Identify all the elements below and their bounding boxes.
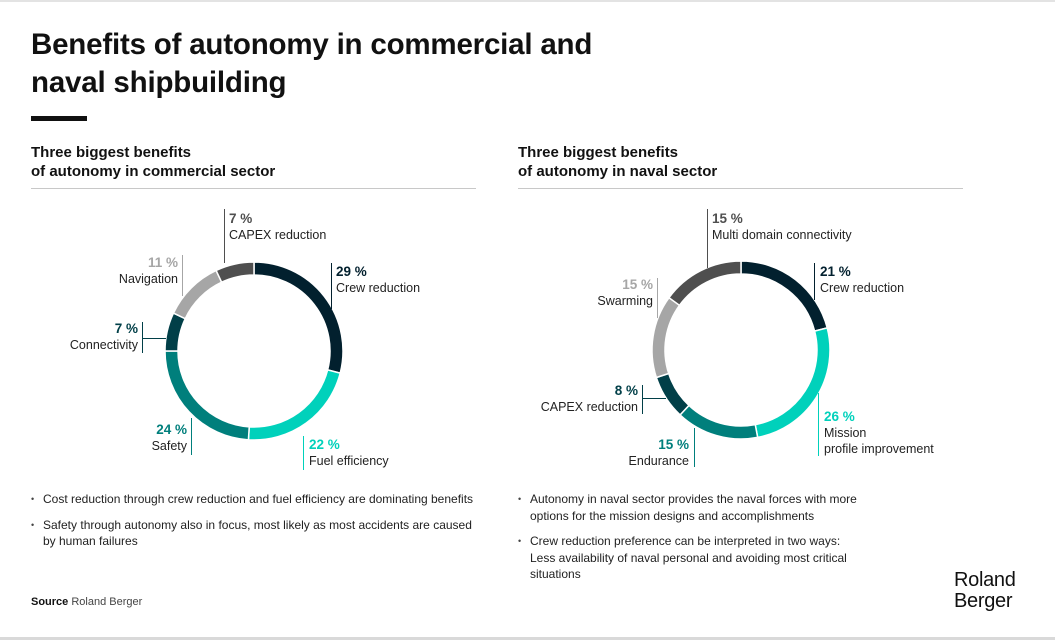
- label-swarming: 15 % Swarming: [597, 276, 653, 309]
- commercial-chart-title: Three biggest benefits of autonomy in co…: [31, 144, 275, 181]
- pct-crew-commercial: 29 %: [336, 264, 367, 279]
- label-fuel: 22 % Fuel efficiency: [309, 436, 389, 469]
- naval-bullets: Autonomy in naval sector provides the na…: [518, 491, 898, 592]
- naval-slice-endurance: [679, 404, 759, 440]
- page-title-line-1: Benefits of autonomy in commercial and: [31, 28, 593, 61]
- naval-chart-title-line-1: Three biggest benefits: [518, 144, 679, 161]
- name-mission-line-2: profile improvement: [824, 442, 934, 456]
- label-crew-commercial: 29 % Crew reduction: [336, 263, 420, 296]
- label-crew-naval: 21 % Crew reduction: [820, 263, 904, 296]
- label-navigation: 11 % Navigation: [119, 254, 178, 287]
- naval-divider: [518, 188, 963, 189]
- commercial-slice-capex-reduction: [215, 261, 255, 284]
- commercial-leader-lines: [142, 209, 332, 470]
- commercial-bullet-2: Safety through autonomy also in focus, m…: [31, 517, 481, 550]
- label-multidomain: 15 % Multi domain connectivity: [712, 210, 852, 243]
- naval-slice-multi-domain-connectivity: [667, 260, 742, 307]
- pct-endurance: 15 %: [658, 437, 689, 452]
- source-label: Source: [31, 596, 69, 608]
- pct-capex-commercial: 7 %: [229, 211, 253, 226]
- name-crew-naval: Crew reduction: [820, 281, 905, 295]
- pct-multidomain: 15 %: [712, 211, 743, 226]
- commercial-bullet-1: Cost reduction through crew reduction an…: [31, 491, 481, 508]
- logo-line-2: Berger: [954, 590, 1013, 612]
- commercial-donut: [164, 261, 344, 441]
- roland-berger-logo: Roland Berger: [954, 570, 1016, 612]
- name-multidomain: Multi domain connectivity: [712, 228, 852, 242]
- commercial-slice-navigation: [172, 269, 223, 320]
- name-endurance: Endurance: [628, 454, 689, 468]
- commercial-chart-title-line-2: of autonomy in commercial sector: [31, 162, 276, 180]
- commercial-bullets: Cost reduction through crew reduction an…: [31, 491, 481, 559]
- name-crew-commercial: Crew reduction: [336, 281, 421, 295]
- source-value: Roland Berger: [71, 596, 143, 608]
- label-capex-naval: 8 % CAPEX reduction: [541, 382, 638, 415]
- name-capex-commercial: CAPEX reduction: [229, 228, 327, 242]
- label-capex-commercial: 7 % CAPEX reduction: [229, 210, 326, 243]
- commercial-slice-crew-reduction: [253, 261, 344, 375]
- label-connectivity: 7 % Connectivity: [70, 320, 138, 353]
- commercial-slice-fuel-efficiency: [247, 368, 342, 441]
- pct-connectivity: 7 %: [114, 321, 138, 336]
- top-border: [0, 0, 1055, 2]
- naval-chart-title-line-2: of autonomy in naval sector: [518, 162, 718, 180]
- naval-bullet-1: Autonomy in naval sector provides the na…: [518, 491, 898, 524]
- label-safety: 24 % Safety: [152, 421, 187, 454]
- pct-capex-naval: 8 %: [614, 383, 638, 398]
- naval-slice-capex-reduction: [655, 372, 691, 416]
- naval-slice-swarming: [651, 296, 681, 379]
- pct-crew-naval: 21 %: [820, 264, 851, 279]
- pct-safety: 24 %: [156, 422, 187, 437]
- commercial-slice-connectivity: [164, 312, 187, 352]
- pct-navigation: 11 %: [147, 255, 178, 270]
- page-title: Benefits of autonomy in commercial and n…: [31, 26, 731, 102]
- name-capex-naval: CAPEX reduction: [540, 400, 638, 414]
- logo-line-1: Roland: [954, 569, 1016, 591]
- name-fuel: Fuel efficiency: [309, 454, 389, 468]
- name-navigation: Navigation: [118, 272, 178, 286]
- title-accent-bar: [31, 116, 87, 121]
- name-connectivity: Connectivity: [69, 338, 138, 352]
- pct-swarming: 15 %: [622, 277, 653, 292]
- pct-mission: 26 %: [824, 409, 855, 424]
- bottom-border: [0, 637, 1055, 640]
- naval-bullet-2: Crew reduction preference can be interpr…: [518, 533, 855, 583]
- label-endurance: 15 % Endurance: [629, 436, 689, 469]
- naval-donut: [651, 260, 831, 440]
- commercial-divider: [31, 188, 476, 189]
- pct-fuel: 22 %: [309, 437, 340, 452]
- label-mission: 26 % Mission profile improvement: [824, 408, 934, 457]
- name-swarming: Swarming: [597, 294, 653, 308]
- page-title-line-2: naval shipbuilding: [31, 66, 287, 99]
- naval-leader-lines: [642, 209, 819, 467]
- source-note: Source Roland Berger: [31, 596, 142, 608]
- name-safety: Safety: [151, 439, 187, 453]
- naval-chart-title: Three biggest benefits of autonomy in na…: [518, 144, 717, 181]
- commercial-chart-title-line-1: Three biggest benefits: [31, 144, 192, 161]
- name-mission-line-1: Mission: [824, 426, 867, 440]
